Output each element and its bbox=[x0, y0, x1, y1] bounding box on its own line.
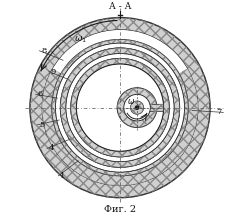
Text: 4: 4 bbox=[49, 144, 54, 152]
Text: 9: 9 bbox=[51, 68, 56, 76]
Text: Фиг. 2: Фиг. 2 bbox=[104, 205, 136, 214]
Wedge shape bbox=[71, 58, 169, 157]
Wedge shape bbox=[66, 54, 174, 162]
Text: 1: 1 bbox=[60, 172, 66, 180]
Text: $\omega_1$: $\omega_1$ bbox=[74, 34, 87, 45]
Bar bbox=[144, 104, 163, 111]
Circle shape bbox=[117, 88, 157, 127]
Text: 7: 7 bbox=[216, 108, 221, 116]
Circle shape bbox=[124, 94, 150, 121]
Text: А - А: А - А bbox=[109, 2, 131, 11]
Bar bbox=[144, 104, 163, 111]
Wedge shape bbox=[52, 39, 188, 176]
Wedge shape bbox=[60, 48, 180, 167]
Wedge shape bbox=[42, 69, 198, 185]
Text: 5: 5 bbox=[40, 121, 45, 129]
Text: $\omega$: $\omega$ bbox=[127, 97, 135, 106]
Circle shape bbox=[130, 101, 144, 114]
Wedge shape bbox=[55, 43, 185, 172]
Circle shape bbox=[76, 64, 164, 151]
Circle shape bbox=[30, 17, 210, 198]
Wedge shape bbox=[42, 30, 198, 185]
Text: 8: 8 bbox=[42, 47, 47, 55]
Circle shape bbox=[135, 105, 139, 110]
Text: 6: 6 bbox=[38, 90, 43, 98]
Circle shape bbox=[42, 30, 198, 185]
